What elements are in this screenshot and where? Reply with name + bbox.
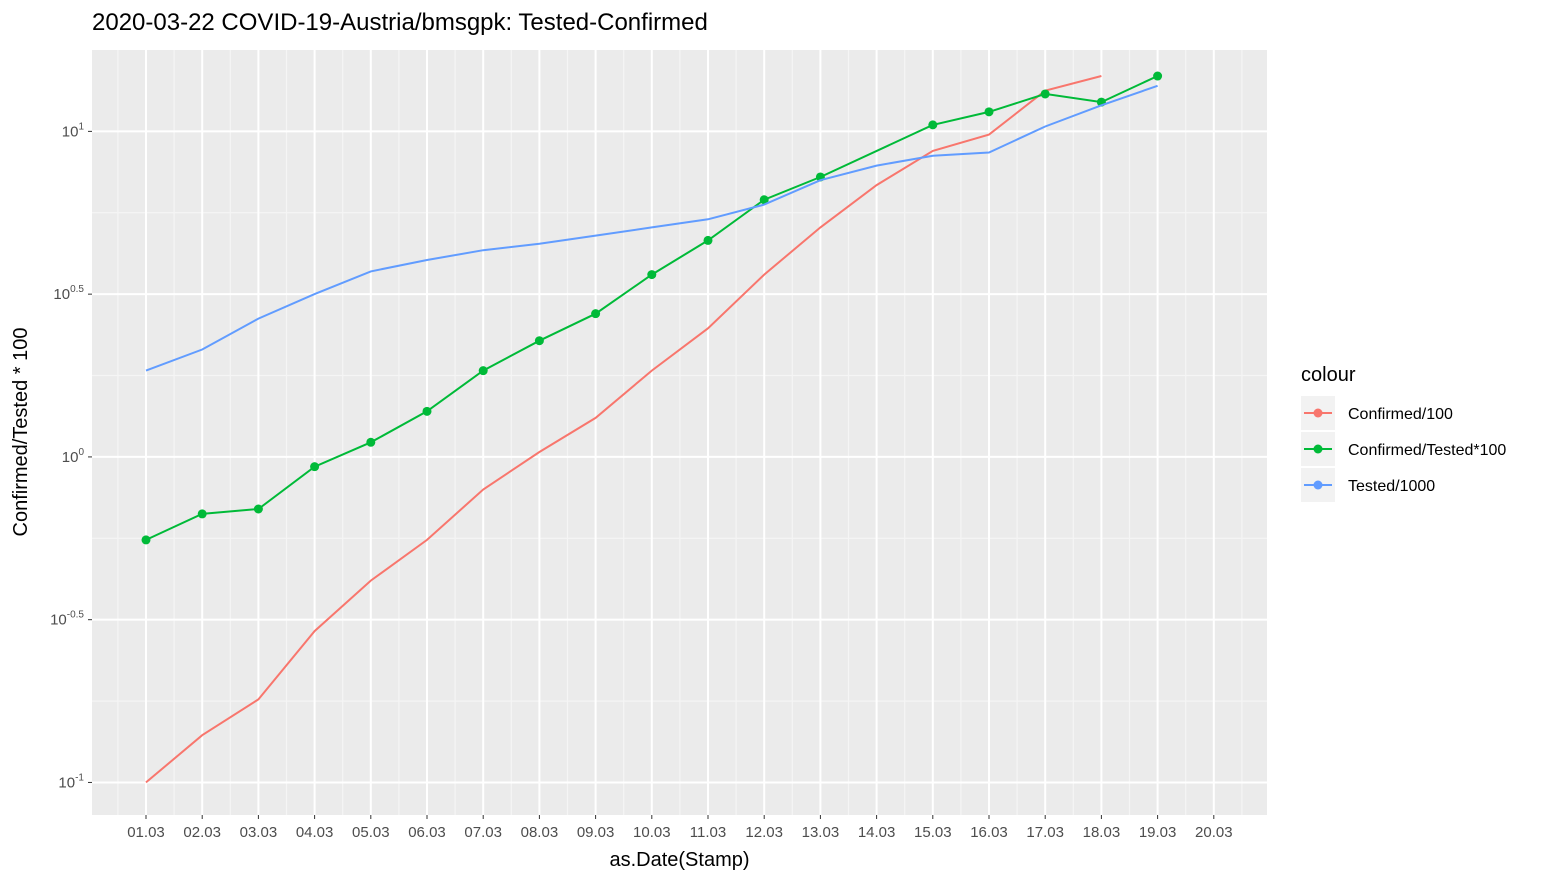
x-tick-label: 06.03	[408, 824, 446, 841]
x-tick-label: 01.03	[127, 824, 165, 841]
x-tick-label: 07.03	[464, 824, 502, 841]
legend-label: Confirmed/100	[1348, 406, 1453, 423]
data-point	[310, 462, 320, 472]
data-point	[422, 406, 432, 416]
legend-key-point	[1313, 480, 1323, 490]
data-point	[591, 309, 601, 319]
legend-label: Tested/1000	[1348, 478, 1435, 495]
x-tick-label: 14.03	[858, 824, 896, 841]
data-point	[478, 366, 488, 376]
x-axis-title: as.Date(Stamp)	[609, 849, 749, 871]
series-line-2	[145, 84, 1158, 372]
data-point	[928, 120, 938, 130]
data-point	[197, 509, 207, 519]
x-tick-label: 13.03	[802, 824, 840, 841]
y-axis: 101 100.5 100 10-0.5 10-1	[50, 121, 92, 791]
y-tick-label: 101	[62, 121, 85, 140]
legend-key-point	[1313, 408, 1323, 418]
data-point	[759, 195, 769, 205]
data-point	[647, 270, 657, 280]
y-tick-label: 10-0.5	[50, 610, 84, 629]
data-point	[366, 437, 376, 447]
grid-minor	[92, 50, 1267, 815]
x-tick-label: 04.03	[296, 824, 334, 841]
x-tick-label: 18.03	[1083, 824, 1121, 841]
x-axis: 01.03 02.03 03.03 04.03 05.03 06.03 07.03 08.03…	[127, 815, 1233, 841]
legend-items: Confirmed/100 Confirmed/Tested*100 Tested/…	[1301, 396, 1506, 502]
y-tick-label: 10-1	[58, 772, 84, 791]
x-tick-label: 15.03	[914, 824, 952, 841]
data-point	[534, 336, 544, 346]
y-tick-label: 100.5	[53, 284, 84, 303]
legend-label: Confirmed/Tested*100	[1348, 442, 1506, 459]
x-tick-label: 05.03	[352, 824, 390, 841]
x-tick-label: 08.03	[521, 824, 559, 841]
data-point	[703, 235, 713, 245]
x-tick-label: 20.03	[1195, 824, 1233, 841]
legend: colour Confirmed/100 Confirmed/Tested*100…	[1301, 364, 1506, 502]
x-tick-label: 19.03	[1139, 824, 1177, 841]
legend-key-point	[1313, 444, 1323, 454]
data-point	[984, 107, 994, 117]
data-point	[141, 535, 151, 545]
data-point	[253, 504, 263, 514]
x-tick-label: 10.03	[633, 824, 671, 841]
x-tick-label: 12.03	[745, 824, 783, 841]
y-tick-label: 100	[62, 447, 85, 466]
series-layer	[141, 71, 1163, 784]
grid-major	[92, 50, 1267, 815]
x-tick-label: 17.03	[1026, 824, 1064, 841]
x-tick-label: 02.03	[183, 824, 221, 841]
data-point	[1040, 89, 1050, 99]
legend-title: colour	[1301, 364, 1356, 386]
data-point	[1153, 71, 1163, 81]
x-tick-label: 16.03	[970, 824, 1008, 841]
y-axis-title: Confirmed/Tested * 100	[10, 327, 32, 536]
x-tick-label: 11.03	[690, 824, 726, 841]
x-tick-label: 09.03	[577, 824, 615, 841]
x-tick-label: 03.03	[240, 824, 278, 841]
series-line-0	[145, 75, 1102, 784]
chart-title: 2020-03-22 COVID-19-Austria/bmsgpk: Test…	[92, 9, 708, 36]
series-line-1	[145, 75, 1159, 541]
